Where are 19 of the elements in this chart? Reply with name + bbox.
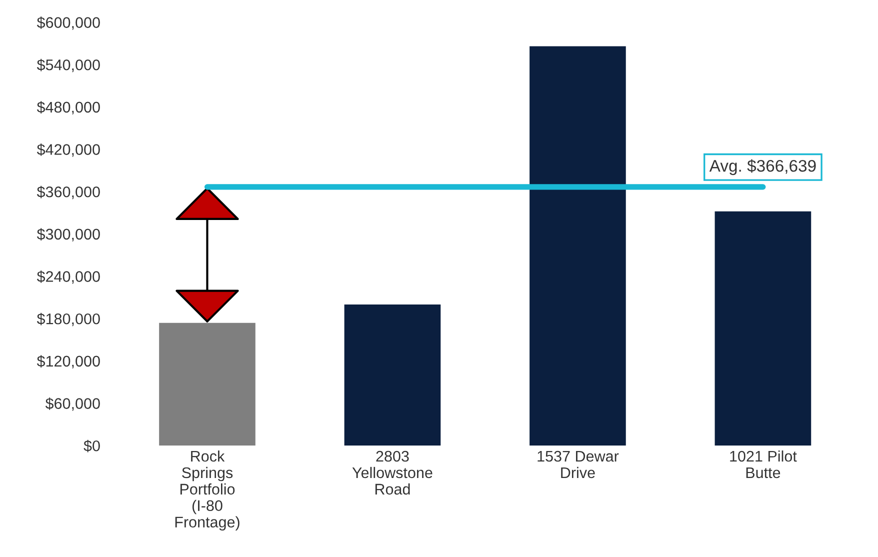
y-tick-label: $0 [84, 440, 100, 452]
y-tick-label: $120,000 [36, 355, 100, 368]
ref-line-label: Avg. $366,639 [709, 159, 816, 176]
bar [344, 304, 441, 446]
y-tick-label: $600,000 [36, 16, 100, 30]
y-tick-label: $60,000 [45, 397, 100, 411]
x-tick-label: 1537 Dewar Drive [538, 450, 619, 478]
y-tick-label: $180,000 [36, 312, 100, 326]
y-tick-label: $360,000 [36, 186, 100, 200]
bar [530, 46, 626, 446]
x-tick-label: 2803 Yellowstone Road [352, 450, 432, 495]
y-tick-label: $420,000 [36, 144, 100, 157]
x-tick-label: Rock Springs Portfolio (I-80 Frontage) [175, 450, 240, 531]
x-tick-label: 1021 Pilot Butte [730, 450, 797, 478]
bar [714, 211, 812, 446]
y-tick-label: $300,000 [36, 228, 100, 242]
y-tick-label: $540,000 [36, 58, 100, 72]
y-tick-label: $240,000 [36, 270, 100, 284]
y-tick-label: $480,000 [36, 101, 100, 114]
